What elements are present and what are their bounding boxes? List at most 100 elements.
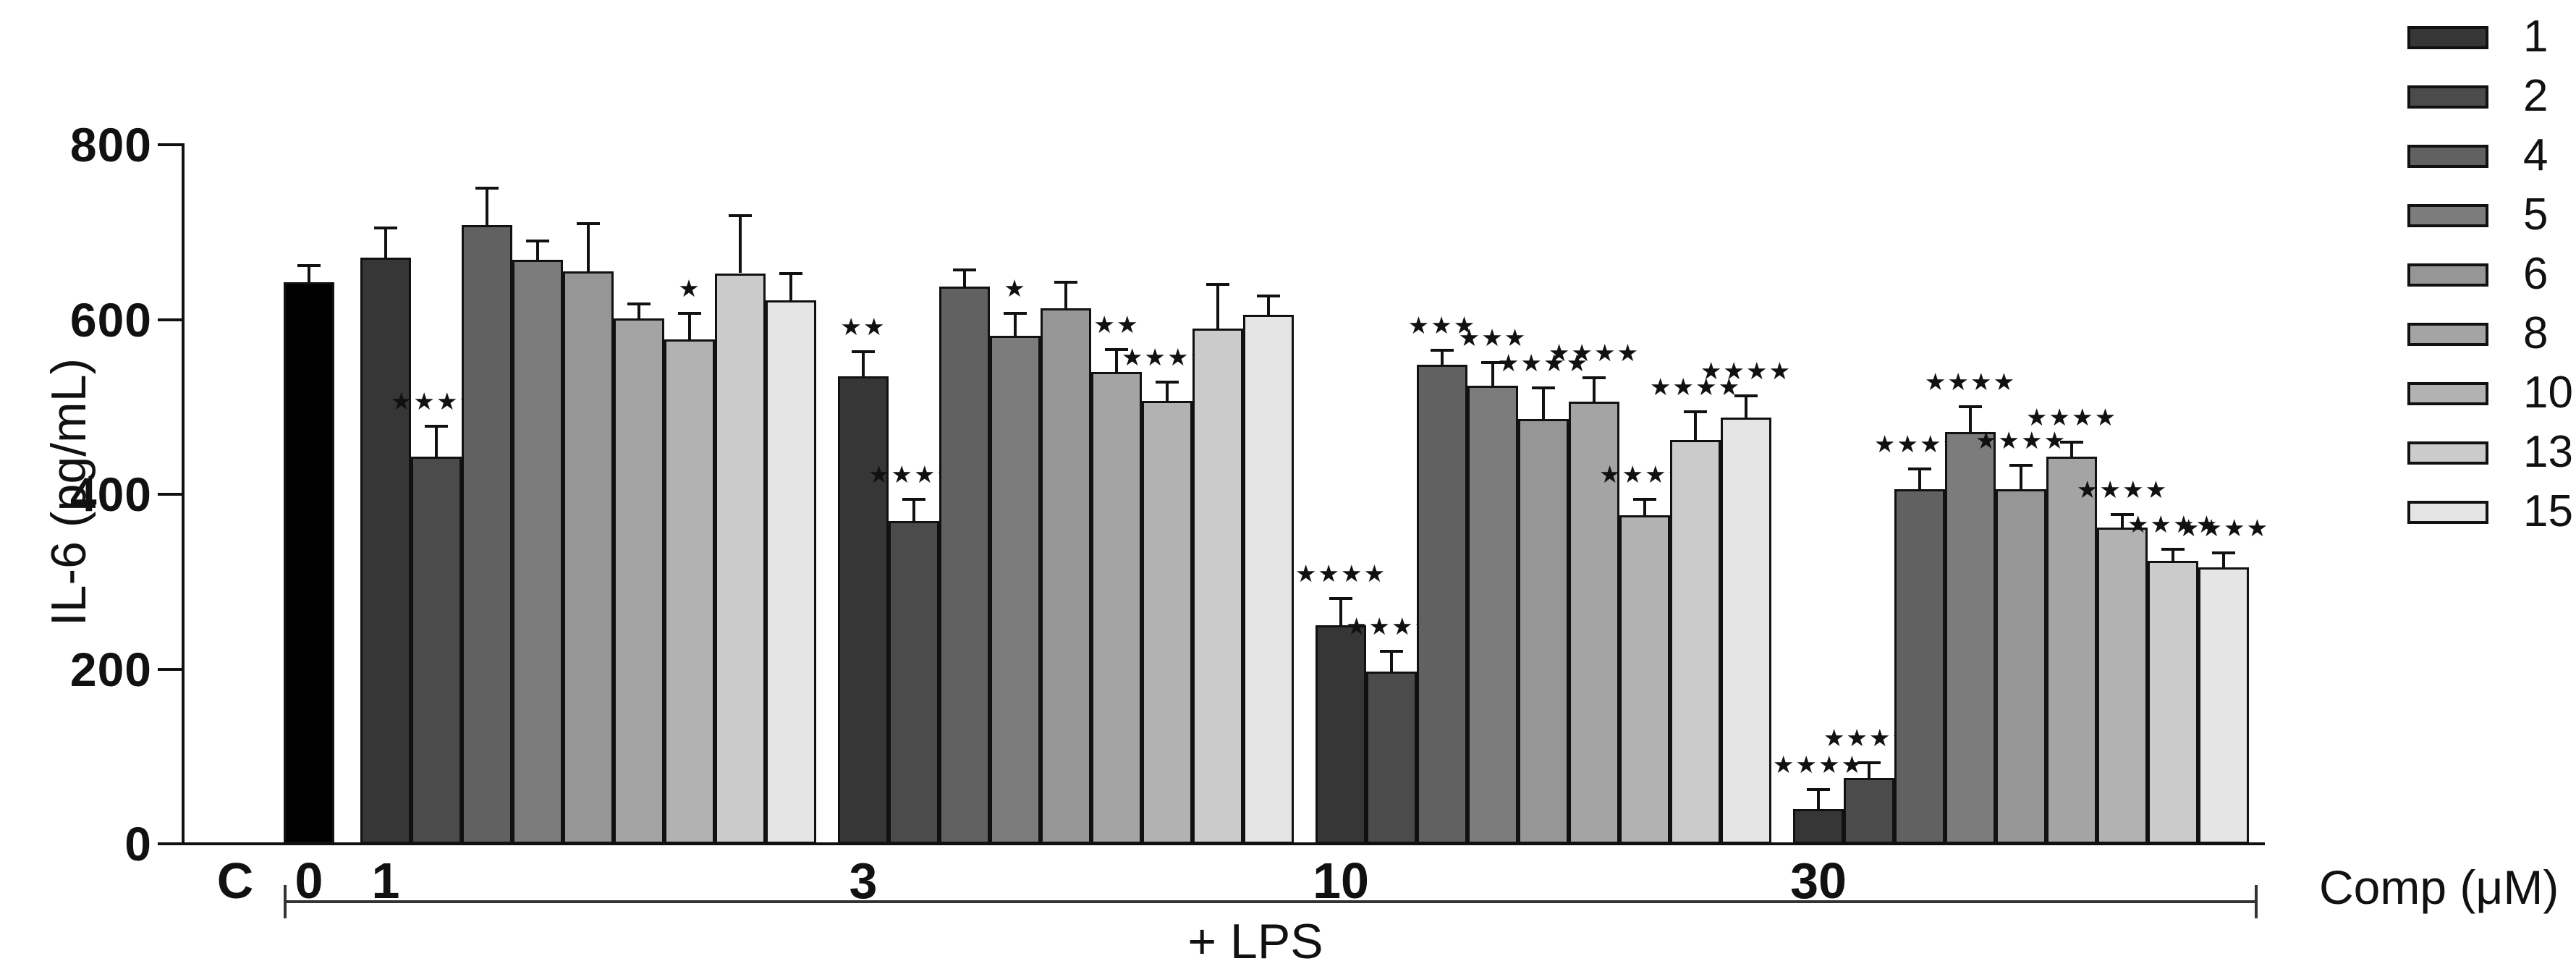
bar-group10-comp2	[1366, 672, 1417, 844]
bar-group1-comp2	[411, 457, 462, 844]
error-bar-cap	[1532, 386, 1555, 389]
error-bar-line	[2020, 465, 2022, 489]
error-bar-line	[789, 273, 792, 300]
bar-group10-comp10	[1619, 515, 1670, 844]
bar-group3-comp6	[1041, 308, 1091, 844]
bar-group1-comp13	[715, 273, 766, 844]
legend-swatch-4	[2407, 145, 2488, 168]
significance-stars: ★★★★	[2076, 475, 2169, 503]
error-bar-line	[536, 240, 539, 261]
x-group-label-30: 30	[1790, 852, 1847, 909]
significance-stars: ★	[678, 275, 701, 302]
legend-swatch-2	[2407, 85, 2488, 109]
y-axis	[182, 143, 185, 845]
legend-swatch-6	[2407, 263, 2488, 287]
error-bar-line	[2172, 549, 2174, 561]
bar-group30-comp5	[1945, 432, 1996, 844]
legend-label-2: 2	[2523, 71, 2549, 121]
error-bar-cap	[1807, 788, 1830, 792]
bar-group30-comp10	[2097, 527, 2148, 844]
error-bar-cap	[1959, 405, 1982, 409]
bar-group3-comp8	[1091, 371, 1142, 844]
error-bar-cap	[1380, 650, 1403, 653]
legend-label-1: 1	[2523, 12, 2549, 62]
bar-group30-comp2	[1844, 778, 1894, 844]
bar-group1-comp8	[614, 318, 664, 844]
error-bar-cap	[1734, 394, 1758, 397]
error-bar-line	[2222, 552, 2225, 568]
error-bar-cap	[1054, 280, 1077, 284]
error-bar-line	[862, 352, 865, 376]
legend-label-8: 8	[2523, 308, 2549, 358]
error-bar-line	[912, 499, 915, 522]
error-bar-cap	[1105, 347, 1128, 351]
legend-swatch-15	[2407, 501, 2488, 524]
bar-group10-comp1	[1315, 625, 1366, 844]
error-bar-line	[1694, 412, 1697, 441]
error-bar-cap	[2111, 512, 2134, 516]
significance-stars: ★★★★	[1772, 751, 1865, 779]
error-bar-cap	[1257, 294, 1280, 297]
significance-stars: ★★★	[1407, 311, 1477, 339]
error-bar-cap	[475, 187, 499, 190]
error-bar-cap	[1156, 381, 1179, 384]
bar-group1-comp1	[360, 257, 411, 844]
bar-group30-comp15	[2198, 567, 2249, 844]
x-axis	[182, 842, 2265, 845]
significance-stars: ★★★	[1458, 323, 1528, 351]
bar-group1-comp10	[664, 339, 715, 844]
error-bar-line	[1267, 295, 1270, 316]
error-bar-line	[1969, 407, 1972, 433]
bar-group3-comp5	[990, 336, 1041, 844]
y-tick	[158, 667, 183, 671]
significance-stars: ★★★★	[1924, 368, 2017, 396]
error-bar-cap	[1431, 348, 1454, 352]
error-bar-line	[688, 313, 691, 340]
error-bar-line	[308, 265, 310, 282]
y-tick-label: 200	[69, 642, 152, 696]
error-bar-line	[963, 269, 966, 287]
y-tick-label: 800	[69, 118, 152, 172]
bar-group1-comp6	[563, 271, 614, 844]
error-bar-cap	[425, 424, 448, 428]
bar-group1-comp4	[462, 225, 512, 844]
error-bar-cap	[779, 271, 802, 275]
error-bar-cap	[678, 312, 701, 316]
error-bar-line	[2121, 514, 2124, 528]
lps-bracket-left-cap	[284, 885, 287, 918]
error-bar-line	[1593, 378, 1596, 402]
bar-group3-comp4	[939, 286, 990, 844]
significance-stars: ★★★★	[1649, 373, 1742, 401]
error-bar-cap	[2060, 440, 2083, 444]
bar-group0-compLPS	[284, 282, 334, 844]
y-tick-label: 0	[124, 817, 152, 871]
legend-swatch-5	[2407, 204, 2488, 227]
error-bar-cap	[2009, 464, 2033, 467]
significance-stars: ★★★★	[1497, 349, 1590, 376]
bar-group3-comp13	[1192, 328, 1243, 844]
bar-group30-comp1	[1793, 808, 1844, 844]
error-bar-cap	[1004, 312, 1027, 316]
bar-group10-comp4	[1417, 365, 1467, 844]
error-bar-cap	[2161, 548, 2185, 551]
error-bar-cap	[1684, 410, 1707, 414]
error-bar-cap	[297, 263, 321, 267]
x-axis-unit-label: Comp (μM)	[2319, 860, 2559, 914]
error-bar-cap	[1908, 467, 1931, 470]
significance-stars: ★	[1004, 275, 1027, 302]
legend-label-10: 10	[2523, 368, 2573, 418]
legend-swatch-13	[2407, 441, 2488, 465]
error-bar-cap	[1206, 283, 1229, 287]
bar-group10-comp13	[1670, 440, 1721, 844]
bar-group3-comp1	[838, 376, 889, 844]
bar-group30-comp4	[1894, 488, 1945, 844]
x-group-label-1: 1	[371, 852, 400, 909]
legend-label-6: 6	[2523, 249, 2549, 299]
y-tick	[158, 842, 183, 845]
error-bar-cap	[577, 221, 600, 225]
bar-group10-comp5	[1467, 386, 1518, 844]
error-bar-line	[1491, 362, 1494, 386]
y-tick	[158, 318, 183, 321]
error-bar-cap	[1329, 596, 1352, 600]
